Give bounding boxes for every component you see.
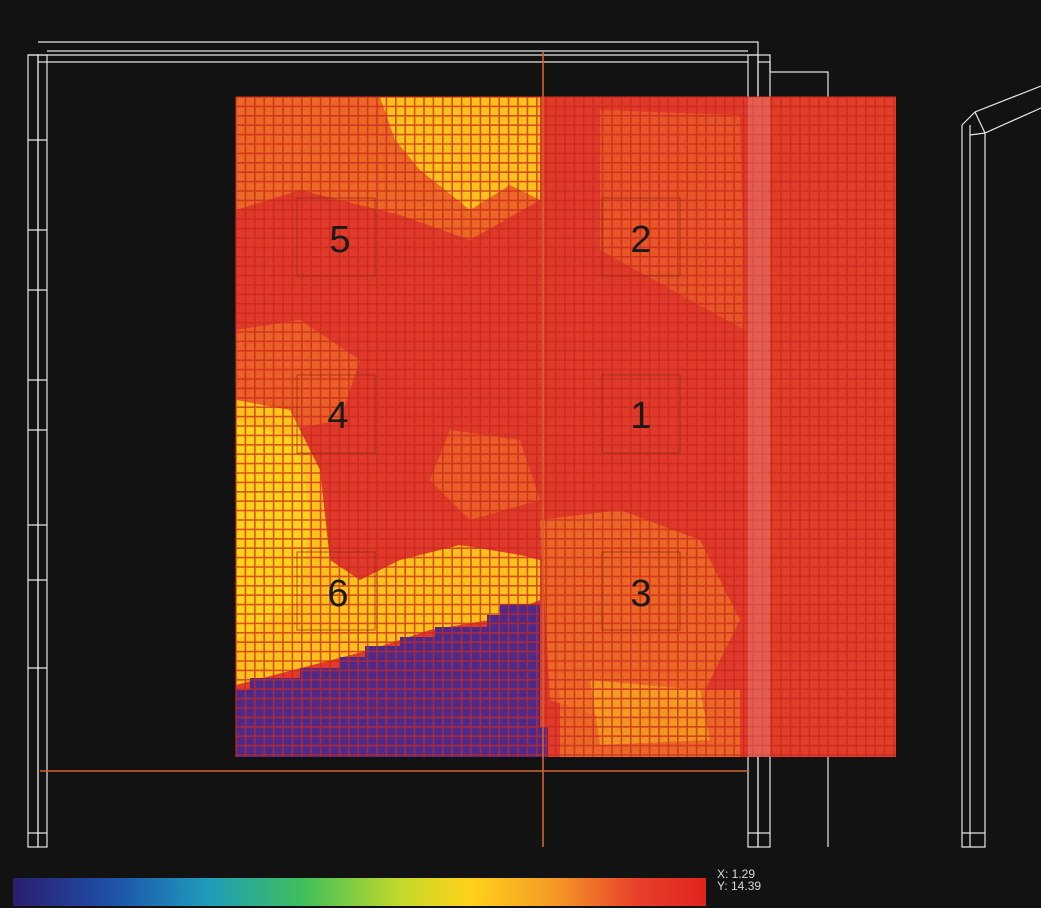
- crosshair: [40, 52, 748, 847]
- zone-label-5: 5: [329, 219, 350, 261]
- color-scale-bar: [13, 878, 706, 906]
- zone-label-4: 4: [327, 395, 348, 437]
- heat-map-grid: [235, 96, 896, 757]
- zone-label-1: 1: [630, 395, 651, 437]
- zone-box-6: [296, 551, 376, 631]
- column-overlay: [748, 97, 770, 757]
- zone-boxes: [296, 197, 681, 631]
- zone-box-1: [601, 374, 681, 454]
- left-column-ticks: [28, 139, 47, 834]
- zone-box-4: [296, 374, 376, 454]
- zone-box-3: [601, 551, 681, 631]
- zone-label-2: 2: [630, 219, 651, 261]
- zone-label-6: 6: [327, 573, 348, 615]
- coordinate-readout: X: 1.29 Y: 14.39: [717, 868, 761, 892]
- zone-box-2: [601, 197, 681, 277]
- zone-box-5: [296, 197, 376, 277]
- zone-labels: 5 2 4 1 6 3: [327, 219, 651, 615]
- readout-y: Y: 14.39: [717, 879, 762, 893]
- readout-x: X: 1.29: [717, 867, 756, 881]
- zone-label-3: 3: [630, 573, 651, 615]
